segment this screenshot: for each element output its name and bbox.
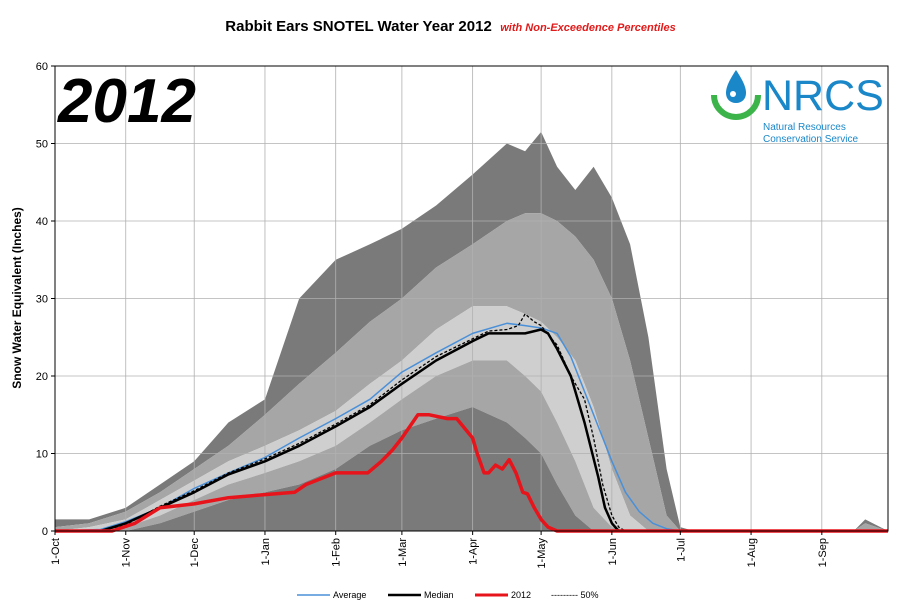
y-tick-label: 60: [36, 61, 48, 73]
drop-highlight: [730, 91, 736, 97]
x-tick-label: 1-May: [536, 538, 548, 569]
x-tick-label: 1-Aug: [746, 538, 758, 567]
x-tick-label: 1-Oct: [50, 538, 62, 565]
series-line-2012: [55, 413, 888, 533]
band-0-10: [55, 407, 888, 531]
band-90-100: [55, 131, 888, 531]
legend-50pct-label: --------- 50%: [551, 590, 599, 600]
series-lines: [54, 313, 888, 533]
y-axis-title: Snow Water Equivalent (Inches): [10, 207, 24, 389]
x-tick-label: 1-Mar: [397, 538, 409, 567]
band-70-90: [55, 213, 888, 532]
series-line-median: [55, 328, 888, 533]
green-arc-icon: [711, 94, 761, 120]
band-30-70: [55, 306, 888, 531]
chart-title: Rabbit Ears SNOTEL Water Year 2012: [225, 18, 492, 35]
year-watermark: 2012: [57, 67, 196, 136]
logo-acronym: NRCS: [762, 72, 884, 120]
x-tick-label: 1-Sep: [817, 538, 829, 567]
axes: [51, 65, 889, 535]
nrcs-logo: NRCS Natural Resources Conservation Serv…: [711, 70, 884, 145]
y-tick-label: 10: [36, 449, 48, 461]
percentile-bands: [55, 131, 888, 532]
legend-average-label: Average: [333, 590, 366, 600]
y-tick-label: 30: [36, 294, 48, 306]
logo-line-1: Natural Resources: [763, 122, 846, 133]
x-tick-label: 1-Jun: [607, 538, 619, 566]
band-10-30: [55, 360, 888, 531]
chart-title-row: Rabbit Ears SNOTEL Water Year 2012 with …: [0, 18, 901, 36]
chart-legend: Average Median 2012 --------- 50%: [297, 590, 599, 600]
y-tick-label: 40: [36, 216, 48, 228]
x-tick-label: 1-Apr: [468, 538, 480, 565]
legend-median-label: Median: [424, 590, 454, 600]
gridlines: [55, 66, 888, 531]
y-tick-label: 20: [36, 371, 48, 383]
series-line-50pct: [55, 313, 888, 532]
x-tick-labels: 1-Oct 1-Nov 1-Dec 1-Jan 1-Feb 1-Mar 1-Apr 1-May…: [50, 538, 829, 569]
y-tick-labels: 0 10 20 30 40 50 60: [36, 61, 48, 538]
chart-subtitle: with Non-Exceedence Percentiles: [500, 22, 676, 34]
x-tick-label: 1-Feb: [331, 538, 343, 567]
x-tick-label: 1-Jan: [260, 538, 272, 566]
x-tick-label: 1-Jul: [675, 538, 687, 562]
x-tick-label: 1-Dec: [189, 538, 201, 568]
x-tick-label: 1-Nov: [121, 538, 133, 568]
y-tick-label: 0: [42, 526, 48, 538]
series-line-average: [54, 322, 888, 532]
logo-line-2: Conservation Service: [763, 134, 858, 145]
y-tick-label: 50: [36, 139, 48, 151]
legend-2012-label: 2012: [511, 590, 531, 600]
